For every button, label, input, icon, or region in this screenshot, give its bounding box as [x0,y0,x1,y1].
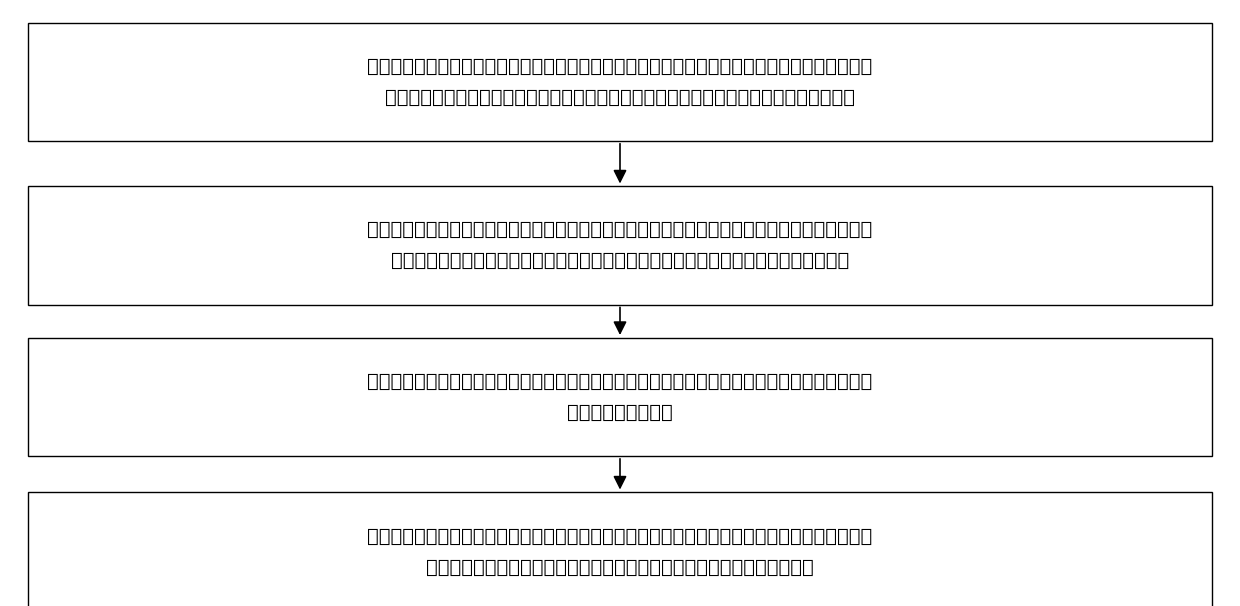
Text: 权衡扰动抑制能力与噪声灵敏度确定扰动控制器中比例控制器增益，权衡考虑对特定次谐波的高抑
制能力和对其他频率处信号的低影响力，确定扰动控制器中谐振控制器参数: 权衡扰动抑制能力与噪声灵敏度确定扰动控制器中比例控制器增益，权衡考虑对特定次谐波… [367,527,873,576]
Text: 设计电流环主预测控制器并嵌入抑制非周期性扰动的电流环扰动观测器，构造成本函数并通过最小
化求解获得最优的定子给定控制电压；设计电流环上额外嵌入的扰动抑制环路及扰: 设计电流环主预测控制器并嵌入抑制非周期性扰动的电流环扰动观测器，构造成本函数并通… [367,57,873,107]
Bar [29,338,1213,456]
Bar [29,492,1213,606]
Text: 利用电流环和速度环的闭环传递函数，根据期望的带宽确定预测控制器的参数，根据期望的观测器
极点确定观测器系数: 利用电流环和速度环的闭环传递函数，根据期望的带宽确定预测控制器的参数，根据期望的… [367,372,873,422]
Bar [29,187,1213,305]
Text: 设计速度环主预测控制器并嵌入抑制非周期性扰动的速度环扰动观测器，构造另一成本函数并通过
最小化求解获得最优的参考轴电流；设计速度环上额外嵌入的扰动抑制环路及扰动: 设计速度环主预测控制器并嵌入抑制非周期性扰动的速度环扰动观测器，构造另一成本函数… [367,221,873,270]
Bar [29,22,1213,141]
